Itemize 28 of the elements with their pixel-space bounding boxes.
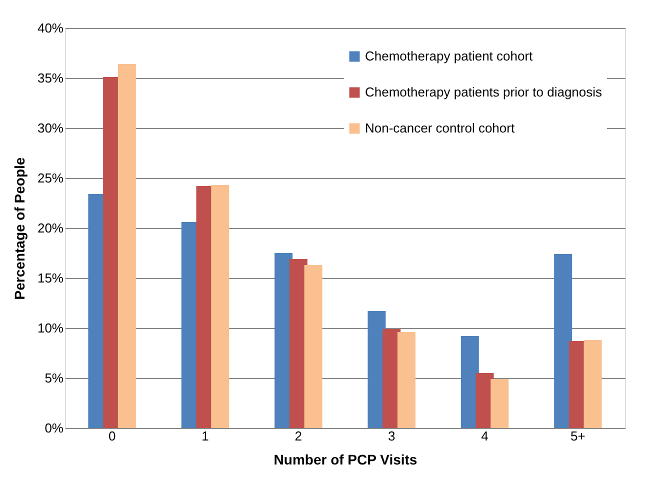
bar [490, 379, 509, 428]
bar [397, 332, 416, 428]
bar [118, 64, 136, 428]
y-tick-label: 30% [37, 120, 64, 136]
y-tick-label: 20% [37, 220, 64, 236]
bar [211, 185, 230, 428]
x-tick-label: 2 [294, 428, 302, 444]
y-tick-label: 15% [37, 270, 64, 286]
y-tick-label: 35% [37, 70, 64, 86]
legend-label: Chemotherapy patient cohort [365, 48, 534, 64]
bar [304, 265, 322, 428]
bar [584, 340, 602, 428]
x-tick-label: 0 [108, 428, 116, 444]
legend-label: Non-cancer control cohort [365, 120, 515, 136]
x-tick-label: 3 [388, 428, 396, 444]
y-tick-label: 40% [37, 20, 64, 36]
y-axis-title: Percentage of People [11, 157, 28, 300]
y-tick-label: 5% [44, 370, 64, 386]
bar [460, 336, 479, 428]
y-tick-label: 25% [37, 170, 64, 186]
bar [554, 254, 572, 428]
y-tick-label: 0% [44, 420, 64, 436]
x-axis-title: Number of PCP Visits [274, 452, 418, 468]
x-tick-label: 5+ [570, 428, 586, 444]
x-tick-label: 4 [481, 428, 488, 444]
y-tick-label: 10% [37, 320, 64, 336]
x-tick-label: 1 [202, 428, 209, 444]
legend-label: Chemotherapy patients prior to diagnosis [365, 84, 603, 100]
